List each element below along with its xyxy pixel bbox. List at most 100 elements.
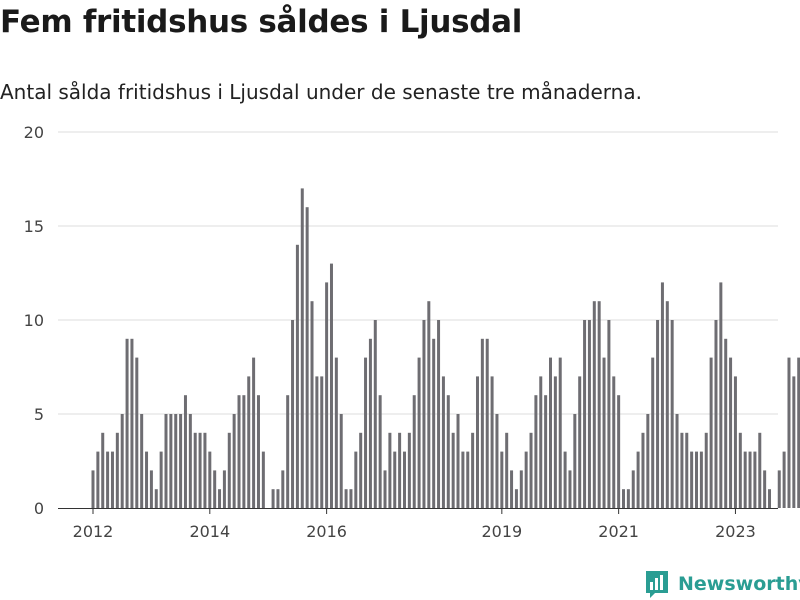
bar: [339, 414, 343, 508]
x-axis-ticks: 2012201420162019202120232025: [73, 508, 756, 541]
bar: [329, 263, 333, 508]
bar: [519, 470, 523, 508]
bar: [680, 432, 684, 508]
bar: [699, 451, 703, 508]
bar: [310, 301, 314, 508]
bar: [602, 357, 606, 508]
bar: [407, 432, 411, 508]
bar: [563, 451, 567, 508]
bar: [281, 470, 285, 508]
bar: [364, 357, 368, 508]
bar: [368, 338, 372, 508]
bar: [276, 489, 280, 508]
bar: [524, 451, 528, 508]
bar: [232, 414, 236, 508]
bar: [461, 451, 465, 508]
bar: [592, 301, 596, 508]
bar: [733, 376, 737, 508]
x-tick-label: 2019: [481, 522, 522, 541]
bar: [782, 451, 786, 508]
bar: [743, 451, 747, 508]
bar: [188, 414, 192, 508]
bar: [514, 489, 518, 508]
bar: [787, 357, 791, 508]
bar: [286, 395, 290, 508]
bar: [198, 432, 202, 508]
bar: [544, 395, 548, 508]
bar: [271, 489, 275, 508]
bar: [738, 432, 742, 508]
bar: [149, 470, 153, 508]
x-tick-label: 2021: [598, 522, 639, 541]
bar: [724, 338, 728, 508]
newsworthy-logo: Newsworthy: [644, 568, 800, 600]
bar: [583, 320, 587, 508]
bar: [183, 395, 187, 508]
bar: [349, 489, 353, 508]
bar: [758, 432, 762, 508]
bar: [456, 414, 460, 508]
bar: [646, 414, 650, 508]
bar: [203, 432, 207, 508]
bar: [159, 451, 163, 508]
bar: [797, 357, 800, 508]
bar: [490, 376, 494, 508]
x-tick-label: 2016: [306, 522, 347, 541]
bar: [617, 395, 621, 508]
bar: [529, 432, 533, 508]
bar: [388, 432, 392, 508]
bar: [261, 451, 265, 508]
bar: [115, 432, 119, 508]
bar: [179, 414, 183, 508]
bar: [256, 395, 260, 508]
bar: [714, 320, 718, 508]
bar: [373, 320, 377, 508]
bar: [471, 432, 475, 508]
bar: [626, 489, 630, 508]
bar: [607, 320, 611, 508]
bar: [247, 376, 251, 508]
bar: [641, 432, 645, 508]
bar: [427, 301, 431, 508]
bar: [622, 489, 625, 508]
bar: [753, 451, 757, 508]
bar: [675, 414, 679, 508]
brand-name: Newsworthy: [678, 573, 800, 595]
bar: [174, 414, 178, 508]
bar: [378, 395, 382, 508]
bar: [670, 320, 674, 508]
bar: [704, 432, 708, 508]
bar: [685, 432, 689, 508]
bar: [558, 357, 562, 508]
bar: [534, 395, 538, 508]
bar: [164, 414, 168, 508]
bar: [393, 451, 397, 508]
bar: [597, 301, 601, 508]
bar: [402, 451, 406, 508]
bar: [651, 357, 655, 508]
bar: [690, 451, 694, 508]
bar: [656, 320, 660, 508]
bar: [539, 376, 543, 508]
bar: [510, 470, 514, 508]
bar: [135, 357, 139, 508]
y-tick-label: 15: [24, 217, 44, 236]
bar: [295, 244, 299, 509]
bar: [344, 489, 348, 508]
bar: [145, 451, 149, 508]
chart-subtitle: Antal sålda fritidshus i Ljusdal under d…: [0, 80, 642, 104]
bar: [91, 470, 95, 508]
y-tick-label: 10: [24, 311, 44, 330]
bar: [320, 376, 324, 508]
y-tick-label: 20: [24, 123, 44, 142]
newsworthy-logo-icon: [646, 571, 668, 598]
bar: [451, 432, 455, 508]
bar: [612, 376, 616, 508]
bar: [573, 414, 577, 508]
bar: [140, 414, 144, 508]
bar: [359, 432, 363, 508]
bar: [120, 414, 124, 508]
y-tick-label: 5: [34, 405, 44, 424]
bar: [101, 432, 105, 508]
bar: [106, 451, 110, 508]
